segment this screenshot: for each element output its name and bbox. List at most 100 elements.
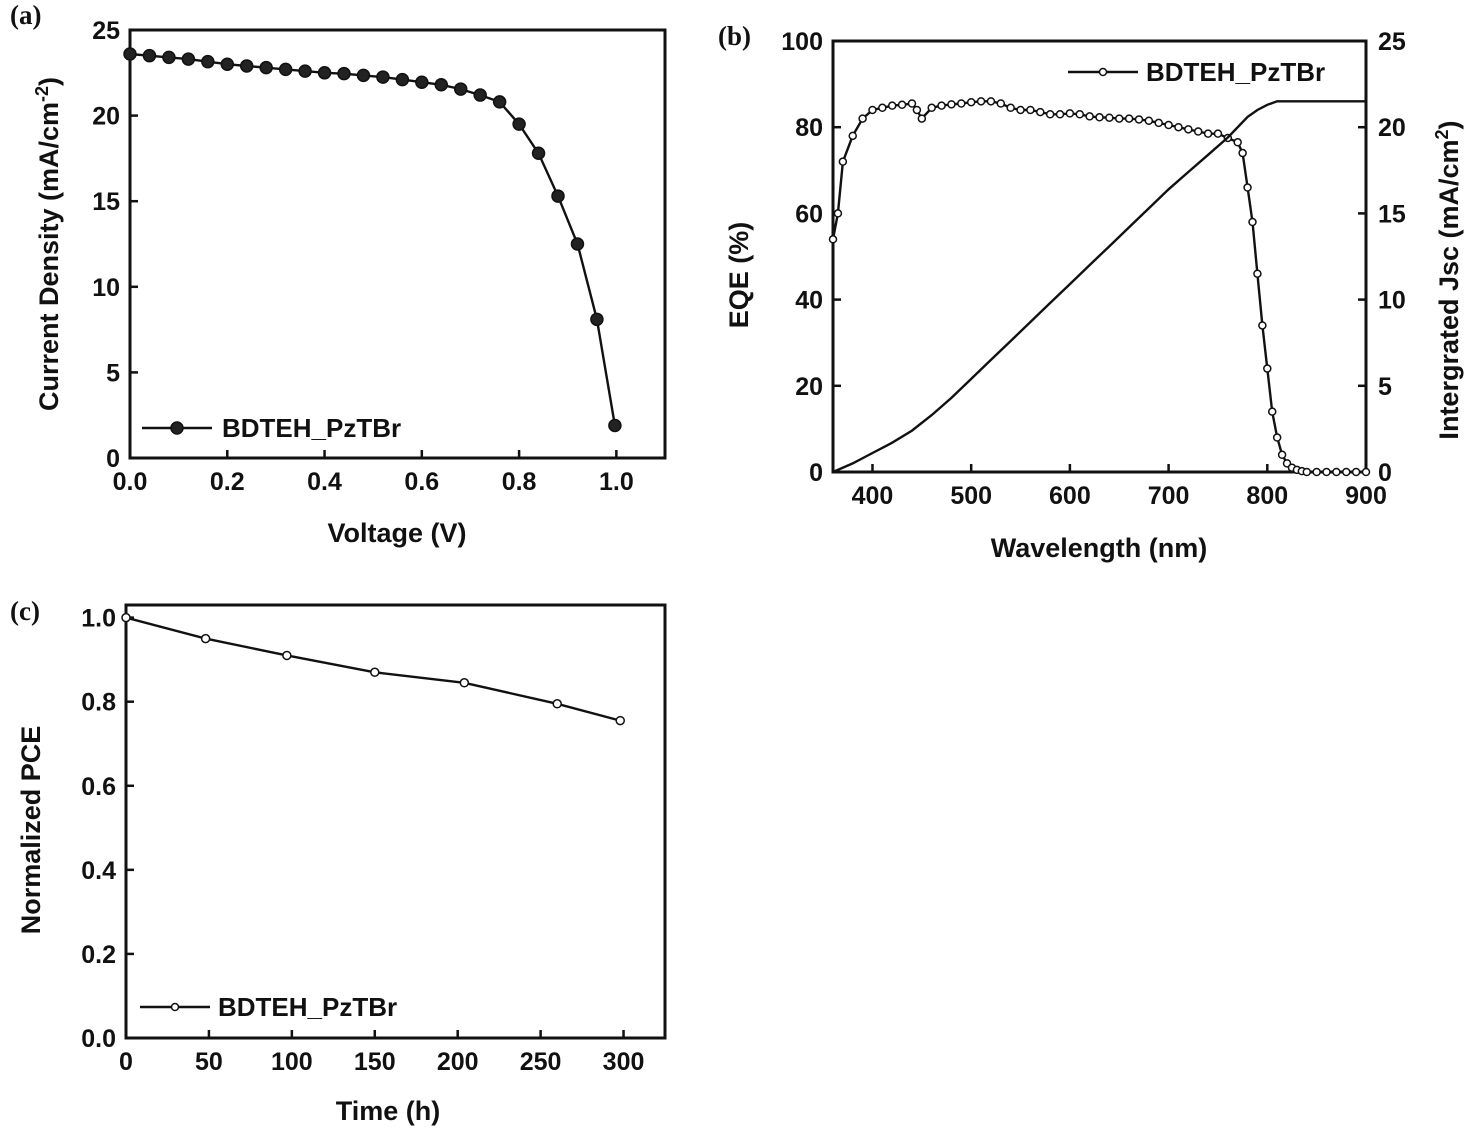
eqe-point	[848, 131, 857, 141]
panel-c-legend: BDTEH_PzTBr	[140, 992, 397, 1022]
panel-b-legend: BDTEH_PzTBr	[1068, 57, 1325, 87]
x-tick-label: 400	[852, 482, 894, 510]
jv-curve-point	[356, 68, 371, 83]
y2-tick-label: 15	[1378, 200, 1406, 228]
x-tick-label: 300	[603, 1048, 645, 1076]
eqe-point	[1026, 105, 1035, 115]
eqe-point	[1174, 122, 1183, 132]
eqe-point	[1184, 125, 1193, 134]
eqe-point	[1322, 467, 1331, 477]
jv-curve-point	[142, 48, 157, 63]
eqe-point	[838, 157, 848, 166]
x-tick-label: 0	[119, 1048, 133, 1076]
eqe-point	[833, 209, 843, 218]
eqe-point	[1272, 433, 1282, 442]
jv-curve-point	[376, 70, 390, 84]
panel-a-frame	[128, 28, 667, 460]
eqe-point	[1253, 269, 1262, 278]
y2-tick-label: 20	[1378, 114, 1406, 142]
jv-curve-point	[298, 64, 312, 78]
panel-a-legend-marker	[170, 421, 184, 435]
pce-point	[200, 633, 211, 644]
panel-b-y-axis-label: EQE (%)	[724, 222, 754, 329]
eqe-point	[917, 114, 927, 123]
x-tick-label: 0.0	[113, 468, 148, 496]
eqe-point	[976, 97, 986, 106]
jv-curve-line	[129, 52, 617, 426]
x-tick-label: 900	[1345, 482, 1387, 510]
x-tick-label: 100	[271, 1048, 313, 1076]
jv-curve-point	[492, 95, 507, 109]
x-tick-label: 0.6	[404, 468, 439, 496]
jv-curve-point	[415, 75, 429, 89]
y-tick-label: 0	[809, 459, 823, 487]
eqe-point	[1065, 109, 1075, 118]
eqe-point	[1263, 364, 1272, 373]
jv-curve-point	[570, 237, 585, 251]
panel-b-y2-axis-label: Intergrated Jsc (mA/cm2)	[1432, 120, 1464, 439]
eqe-point	[1243, 183, 1252, 192]
y-tick-label: 60	[795, 200, 823, 228]
panel-b-y2-axis-label-main: Intergrated Jsc (mA/cm	[1434, 139, 1464, 439]
y2-tick-label: 5	[1378, 373, 1392, 401]
eqe-point	[1332, 467, 1341, 477]
eqe-point	[1144, 116, 1154, 125]
panel-a-y-axis-label-close: )	[34, 77, 64, 86]
panel-b-y2-axis-label-sup: 2	[1432, 129, 1452, 139]
y-tick-label: 0	[106, 445, 120, 473]
x-tick-label: 600	[1049, 482, 1091, 510]
eqe-line	[831, 100, 1366, 474]
eqe-point	[1203, 129, 1213, 138]
jv-curve-point	[259, 60, 273, 75]
y-tick-label: 40	[795, 287, 823, 315]
eqe-point	[1258, 321, 1267, 330]
x-tick-label: 150	[354, 1048, 396, 1076]
pce-point	[370, 667, 380, 678]
eqe-point	[1006, 103, 1015, 113]
panel-b-x-axis-label: Wavelength (nm)	[991, 533, 1208, 563]
y-tick-label: 0.2	[81, 941, 116, 969]
panel-a-series	[123, 47, 622, 433]
panel-c-stability: (c) 0 50 100 150 200 250 300 0.0 0.2 0.4 0.6 0.8 1.…	[10, 596, 667, 1126]
eqe-point	[912, 105, 922, 115]
eqe-point	[1233, 138, 1242, 147]
jv-curve-point	[590, 312, 604, 327]
y2-tick-label: 25	[1378, 28, 1406, 56]
y-tick-label: 15	[92, 188, 120, 216]
jv-curve-point	[317, 66, 332, 80]
x-tick-label: 800	[1246, 482, 1288, 510]
x-tick-label: 700	[1148, 482, 1190, 510]
eqe-point	[907, 99, 917, 108]
eqe-point	[1016, 105, 1025, 115]
eqe-point	[1361, 467, 1371, 477]
x-tick-label: 500	[950, 482, 992, 510]
y-tick-label: 100	[781, 28, 823, 56]
panel-b-frame	[831, 39, 1368, 474]
pce-point	[615, 715, 625, 726]
y-tick-label: 80	[795, 114, 823, 142]
jv-curve-point	[473, 88, 487, 102]
eqe-point	[1055, 110, 1065, 119]
jv-curve-point	[551, 189, 565, 203]
eqe-point	[1036, 107, 1045, 117]
x-tick-label: 0.2	[210, 468, 245, 496]
eqe-point	[828, 235, 838, 244]
eqe-point	[1277, 450, 1287, 460]
jv-curve-point	[512, 117, 526, 131]
eqe-point	[1238, 148, 1247, 158]
x-tick-label: 200	[437, 1048, 479, 1076]
panel-b-legend-label: BDTEH_PzTBr	[1146, 57, 1325, 87]
eqe-point	[937, 101, 946, 110]
y-tick-label: 0.4	[81, 857, 116, 885]
eqe-point	[957, 99, 966, 108]
x-tick-label: 50	[195, 1048, 223, 1076]
panel-c-x-ticks: 0 50 100 150 200 250 300	[119, 1030, 644, 1076]
x-tick-label: 0.8	[502, 468, 537, 496]
eqe-point	[1267, 407, 1277, 416]
eqe-point	[996, 99, 1006, 108]
panel-c-series	[121, 612, 625, 726]
panel-b-label: (b)	[718, 21, 751, 51]
y-tick-label: 20	[795, 373, 823, 401]
panel-a-jv-curve: (a) 0.0 0.2 0.4 0.6 0.8 1.0 0 5 10 15 20 25 Voltag…	[10, 0, 667, 548]
jv-curve-point	[395, 72, 410, 87]
